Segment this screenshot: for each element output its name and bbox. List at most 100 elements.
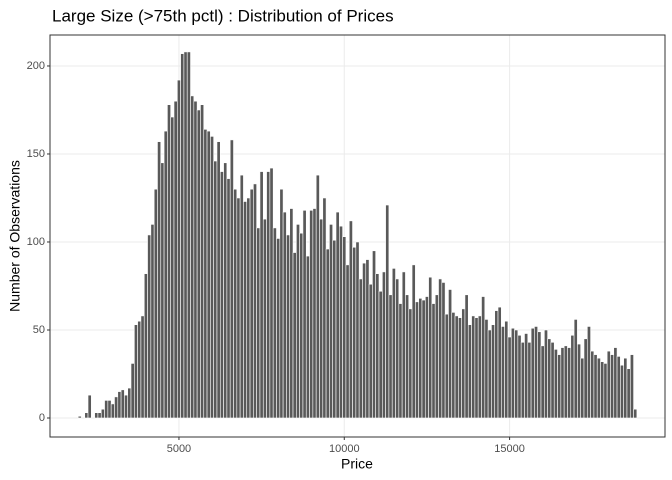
chart-title: Large Size (>75th pctl) : Distribution o… [52,6,394,25]
bar [461,308,466,419]
bar [365,259,370,419]
bar [375,273,380,419]
bar [560,347,565,419]
x-tick-label: 5000 [167,443,191,455]
bar [583,338,588,419]
bar [223,162,228,419]
bar [107,400,112,419]
bar [319,218,324,419]
bar [358,278,363,419]
bar [586,326,591,419]
bar [117,391,122,419]
bar [312,208,317,419]
bar [491,324,496,419]
bar [385,204,390,419]
bar [332,239,337,419]
bar [596,357,601,419]
bar [530,327,535,419]
bar [143,273,148,419]
bar [286,234,291,419]
bar [474,317,479,419]
bar [626,368,631,419]
x-tick-label: 15000 [494,443,525,455]
bar [186,51,191,419]
bar [484,319,489,419]
bar [362,262,367,419]
bar [160,162,165,419]
bar [451,312,456,419]
bar [444,313,449,419]
bar [458,317,462,419]
bar [573,319,578,419]
bar [276,238,281,419]
bar [570,334,575,419]
bar [170,116,175,419]
bar [127,387,132,419]
bar [352,246,357,419]
bar [104,400,109,419]
bar [388,294,393,419]
bar [100,408,105,419]
bar [418,298,423,419]
bar [226,178,231,419]
bar [464,294,469,419]
bar [84,412,89,419]
bar [163,130,168,419]
bar [77,415,82,419]
bar [256,227,261,419]
bar [411,264,416,419]
bar [190,95,195,419]
bar [147,234,152,419]
bar [292,252,297,419]
bar [309,210,314,419]
bar [345,264,350,419]
bar [633,408,638,419]
bar [553,349,558,419]
bar [339,225,343,419]
bar [335,211,340,419]
bar [368,283,373,419]
bar [441,282,446,419]
bar [233,188,238,419]
bar [520,342,525,419]
bar [279,188,284,419]
bar [497,306,502,419]
bars [77,51,638,419]
bar [501,326,505,419]
bar [305,255,310,419]
panel-border [49,34,666,438]
bar [481,296,486,419]
bar [219,171,224,419]
bar [487,329,492,419]
bar [580,357,585,419]
bar [623,357,628,419]
bar [262,218,267,419]
bar [534,326,539,419]
bar [431,303,436,419]
bar [342,236,347,419]
bar [421,299,426,419]
bar [272,227,277,419]
bar [620,364,624,419]
bar [173,100,178,419]
bar [434,294,439,419]
bar [448,289,453,419]
bar [236,197,241,419]
bar [471,315,476,419]
bar [606,350,611,419]
bar [537,331,542,419]
bar [114,396,119,419]
bar [454,315,459,419]
bar [415,301,419,419]
bar [547,338,552,419]
bar [401,271,406,419]
bar [176,79,181,419]
bar [249,188,254,419]
bar [203,129,208,419]
bar [405,294,410,419]
bar [289,208,294,419]
bar [355,241,360,419]
bar [372,250,376,419]
bar [557,354,562,419]
